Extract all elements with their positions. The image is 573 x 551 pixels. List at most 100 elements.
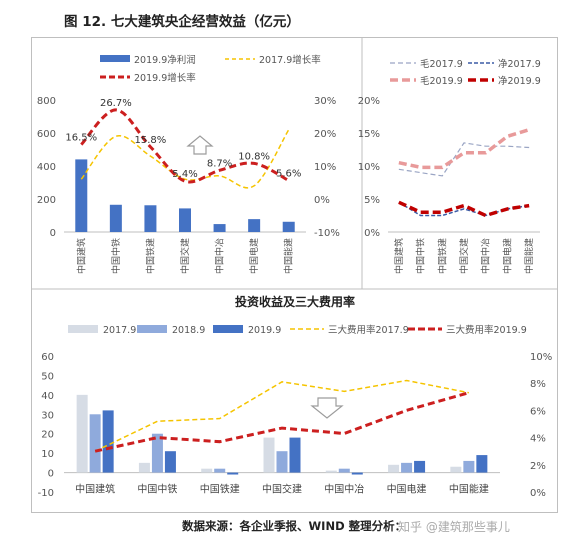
chart3-left-tick-label: 60 [41, 352, 54, 363]
chart3-right-tick-label: 6% [530, 406, 546, 417]
source-note: 数据来源：各企业季报、WIND 整理分析： [182, 519, 407, 533]
chart3-legend-label: 三大费用率2017.9 [328, 324, 409, 336]
chart1-left-tick-label: 600 [37, 129, 56, 140]
chart2-category-label: 中国铁建 [436, 238, 448, 274]
chart3-bar [227, 472, 239, 475]
chart3-bar [388, 464, 400, 473]
chart1-data-label: 15.8% [135, 135, 167, 146]
chart3-bar [151, 433, 163, 473]
chart2-category-label: 中国能建 [523, 238, 535, 274]
chart1-right-tick-label: 0% [314, 195, 330, 206]
chart3-bar [325, 470, 337, 473]
chart2-tick-label: 10% [358, 162, 380, 173]
chart3-left-tick-label: 20 [41, 430, 54, 441]
chart3-ratio-line [94, 391, 470, 453]
chart2-category-label: 中国中冶 [480, 238, 492, 274]
chart3-category-label: 中国中铁 [137, 483, 177, 496]
chart3-bar [138, 462, 150, 473]
chart3-right-tick-label: 2% [530, 461, 546, 472]
chart3-legend-label: 2018.9 [172, 325, 205, 336]
chart3-legend-swatch [137, 325, 167, 333]
chart1-data-label: 8.7% [207, 158, 232, 169]
chart3-bar [201, 468, 213, 473]
chart2-category-label: 中国中铁 [415, 238, 427, 274]
chart3-category-label: 中国铁建 [200, 483, 240, 496]
chart3-bar [276, 451, 288, 473]
chart3-right-tick-label: 4% [530, 434, 546, 445]
chart3-bar [476, 455, 488, 473]
chart1-right-tick-label: 10% [314, 162, 336, 173]
chart3-bar [414, 460, 426, 473]
chart1-data-label: 26.7% [100, 98, 132, 109]
chart1-category-label: 中国铁建 [144, 238, 156, 274]
chart2-legend-label: 净2019.9 [498, 75, 541, 87]
chart2-tick-label: 15% [358, 129, 380, 140]
chart3-bar [76, 394, 88, 473]
chart1-profit-bar [282, 221, 295, 232]
chart1-category-label: 中国交建 [179, 238, 191, 274]
chart1-category-label: 中国建筑 [75, 238, 87, 274]
chart2-series-line [398, 200, 530, 218]
chart3-bar [214, 468, 226, 473]
chart2-series-line [398, 201, 530, 217]
chart3-category-label: 中国电建 [387, 483, 427, 496]
chart3-arrow-icon [310, 397, 344, 419]
chart2-tick-label: 0% [364, 228, 380, 239]
chart1-profit-bar [179, 208, 191, 232]
chart1-right-tick-label: -10% [314, 228, 340, 239]
chart3-bar [289, 437, 301, 473]
chart2-category-label: 中国交建 [458, 238, 470, 274]
chart3-left-tick-label: 10 [41, 449, 54, 460]
chart2-category-label: 中国电建 [501, 238, 513, 274]
chart3-bar [463, 460, 475, 473]
chart2-legend-label: 毛2017.9 [420, 58, 463, 70]
chart1-data-label: 16.5% [65, 133, 97, 144]
chart1-profit-bar [248, 219, 261, 232]
chart1-profit-bar [213, 224, 226, 232]
chart3-legend-label: 2019.9 [248, 325, 281, 336]
chart3-legend-swatch [68, 325, 98, 333]
chart1-left-tick-label: 0 [50, 228, 56, 239]
watermark-text: 知乎 @建筑那些事儿 [398, 520, 510, 534]
chart3-legend-label: 2017.9 [103, 325, 136, 336]
chart1-data-label: 10.8% [238, 151, 270, 162]
chart3-bar [89, 414, 101, 473]
chart1-data-label: 5.4% [172, 169, 197, 180]
chart2-category-label: 中国建筑 [393, 238, 405, 274]
chart3-ratio-line [94, 379, 470, 452]
chart3-category-label: 中国建筑 [75, 483, 115, 496]
chart3-bar [263, 437, 275, 473]
chart3-left-tick-label: 0 [48, 469, 54, 480]
chart3-bar [338, 468, 350, 473]
chart3-bar [450, 466, 462, 473]
chart3-category-label: 中国中冶 [324, 483, 364, 496]
chart1-data-label: 5.6% [276, 169, 301, 180]
chart1-legend-label: 2019.9净利润 [134, 54, 196, 66]
chart3-right-tick-label: 10% [530, 352, 552, 363]
chart1-left-tick-label: 400 [37, 162, 56, 173]
chart2-tick-label: 5% [364, 195, 380, 206]
chart1-growth-2019-line [80, 108, 290, 184]
chart1-legend-swatch [100, 55, 130, 62]
chart1-growth-2017-line [80, 129, 290, 189]
chart2-legend-label: 净2017.9 [498, 58, 541, 70]
chart3-bar [102, 410, 114, 473]
chart3-bar [401, 462, 413, 473]
chart3-right-tick-label: 8% [530, 379, 546, 390]
chart3-bar [351, 472, 363, 475]
chart1-category-label: 中国中冶 [214, 238, 226, 274]
chart3-title: 投资收益及三大费用率 [235, 294, 355, 309]
chart2-series-line [398, 142, 530, 177]
chart1-left-tick-label: 200 [37, 195, 56, 206]
chart3-right-tick-label: 0% [530, 488, 546, 499]
chart3-legend-swatch [213, 325, 243, 333]
chart1-profit-bar [109, 204, 122, 232]
chart3-left-tick-label: 40 [41, 391, 54, 402]
chart3-left-tick-label: 50 [41, 371, 54, 382]
figure-frame [31, 37, 558, 513]
chart1-right-tick-label: 20% [314, 129, 336, 140]
chart1-right-tick-label: 30% [314, 96, 336, 107]
chart3-category-label: 中国能建 [449, 483, 489, 496]
chart1-legend-label: 2017.9增长率 [259, 54, 321, 66]
chart3-legend-label: 三大费用率2019.9 [446, 324, 527, 336]
